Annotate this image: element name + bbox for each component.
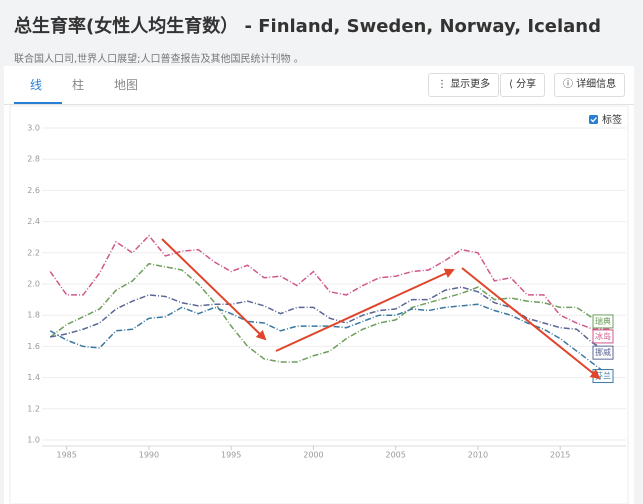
- x-tick-label: 2000: [303, 451, 323, 460]
- y-tick-label: 1.4: [27, 373, 40, 382]
- series-label: 挪威: [595, 347, 611, 357]
- separator: [4, 104, 634, 105]
- series-label-box: [592, 345, 614, 360]
- page-title: 总生育率(女性人均生育数） - Finland, Sweden, Norway,…: [14, 16, 602, 37]
- button-label: 分享: [516, 79, 537, 90]
- y-tick-label: 1.8: [27, 311, 40, 320]
- x-tick-label: 2010: [468, 451, 488, 460]
- series-label-box: [592, 314, 614, 329]
- source-note: 联合国人口司,世界人口展望;人口普查报告及其他国民统计刊物 。: [14, 54, 304, 65]
- tab[interactable]: 线: [30, 78, 43, 92]
- tab-underline: [14, 102, 62, 104]
- y-tick-label: 2.2: [27, 248, 40, 257]
- y-tick-label: 3.0: [27, 124, 40, 133]
- arrow: [161, 238, 267, 341]
- button[interactable]: ⓘ 详细信息: [554, 73, 626, 97]
- series-line: [49, 303, 611, 377]
- button[interactable]: ⟨ 分享: [500, 73, 546, 97]
- x-tick-label: 1990: [139, 451, 159, 460]
- check-mark: [590, 117, 597, 123]
- x-tick-label: 2015: [550, 451, 570, 460]
- x-tick-label: 1995: [221, 451, 241, 460]
- chart-frame: [9, 105, 629, 504]
- series-line: [49, 262, 610, 363]
- button-label: 详细信息: [576, 79, 617, 90]
- y-tick-label: 1.0: [27, 436, 40, 445]
- arrow: [275, 268, 455, 352]
- y-tick-label: 2.6: [27, 186, 40, 195]
- series-label: 瑞典: [595, 316, 611, 326]
- plot: 1.0 1.2 1.4 1.6 1.8 2.0 2.2 2.4 2.6 2.8 3.0 1985 199…: [27, 124, 626, 460]
- y-tick-label: 2.4: [27, 217, 40, 226]
- series-label: 冰岛: [595, 331, 611, 341]
- y-tick-label: 1.2: [27, 404, 40, 413]
- card: 线 柱 地图 ⋮ 显示更多 ⟨ 分享 ⓘ 详细信息: [4, 66, 634, 504]
- y-tick-label: 2.0: [27, 280, 40, 289]
- series-label-box: [592, 329, 614, 344]
- x-tick-label: 2005: [386, 451, 406, 460]
- y-tick-label: 2.8: [27, 155, 40, 164]
- tab[interactable]: 地图: [114, 78, 139, 92]
- tab[interactable]: 柱: [72, 78, 85, 92]
- arrow: [461, 267, 601, 380]
- y-tick-label: 1.6: [27, 342, 40, 351]
- button-label: 显示更多: [450, 79, 491, 90]
- series-line: [49, 234, 610, 330]
- checkbox[interactable]: [589, 115, 598, 124]
- button[interactable]: ⋮ 显示更多: [428, 73, 500, 97]
- x-tick-label: 1985: [56, 451, 76, 460]
- series-label: 芬兰: [595, 371, 611, 381]
- checkbox-label[interactable]: 标签: [602, 113, 622, 126]
- annotation-arrows: [161, 238, 601, 380]
